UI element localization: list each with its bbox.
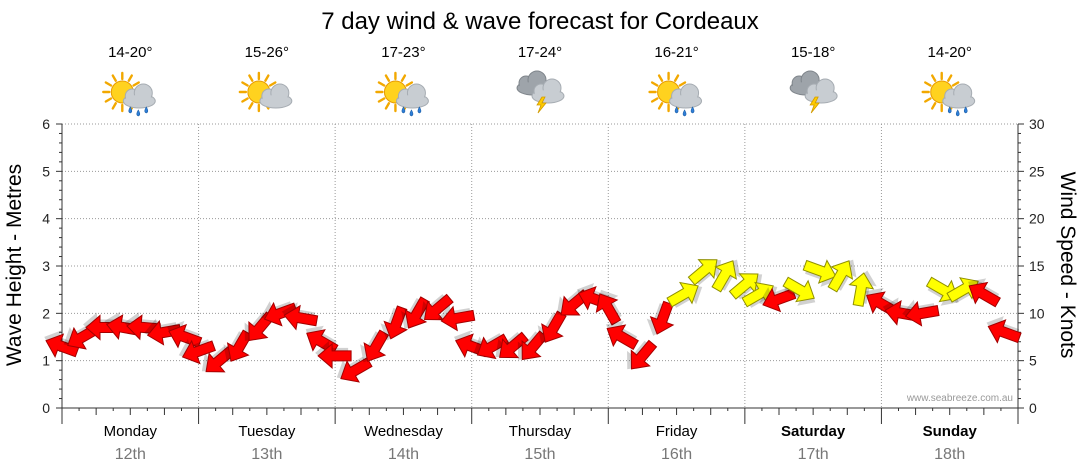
y2-tick-label: 25 <box>1029 163 1045 179</box>
rain-icon <box>401 106 422 117</box>
wind-arrow <box>711 259 741 293</box>
temperature-label: 15-18° <box>791 44 835 61</box>
wind-arrow <box>178 339 216 365</box>
rain-icon <box>947 106 968 117</box>
weather-icon <box>516 70 565 114</box>
day-date-label: 17th <box>798 446 829 463</box>
axes: 0 1 2 3 4 5 6 0 5 10 15 20 25 30 <box>42 116 1045 424</box>
day-name-label: Friday <box>656 423 698 440</box>
wind-arrow <box>848 270 877 307</box>
wind-arrow <box>827 259 857 293</box>
wind-arrow <box>495 331 529 359</box>
weather-icon <box>375 71 429 117</box>
wind-arrow <box>606 321 639 351</box>
wind-arrow <box>360 329 390 363</box>
y-tick-label: 6 <box>42 116 50 132</box>
y2-tick-label: 0 <box>1029 400 1037 416</box>
day-name-label: Saturday <box>781 423 846 440</box>
day-date-label: 18th <box>934 446 965 463</box>
wind-arrow <box>144 318 182 346</box>
day-date-label: 15th <box>524 446 555 463</box>
wind-arrow <box>437 304 476 332</box>
wind-arrow <box>986 316 1022 344</box>
wind-arrow <box>759 287 797 313</box>
cloud-icon <box>395 83 429 109</box>
chart-title: 7 day wind & wave forecast for Cordeaux <box>321 8 759 35</box>
day-labels: Monday 12th Tuesday 13th Wednesday 14th Thursd… <box>104 423 978 463</box>
y2-tick-label: 10 <box>1029 305 1045 321</box>
wind-arrow <box>380 305 409 341</box>
cloud-icon <box>122 83 156 109</box>
cloud-icon <box>942 83 976 109</box>
wind-arrow <box>336 356 373 383</box>
weather-row: 14-20° 15-26° 17-23° 17-24° 16-21° 15-18° 14-2… <box>102 44 976 117</box>
wind-arrow <box>595 289 622 326</box>
watermark: www.seabreeze.com.au <box>906 393 1013 404</box>
day-name-label: Wednesday <box>364 423 443 440</box>
weather-icon <box>648 71 703 117</box>
wind-arrow <box>902 299 940 327</box>
y-axis-label: Wave Height - Metres <box>3 164 26 366</box>
day-name-label: Sunday <box>923 423 978 440</box>
y-tick-label: 2 <box>42 305 50 321</box>
lightning-icon <box>809 96 820 114</box>
wind-arrow <box>687 259 722 286</box>
wind-arrow <box>260 301 298 327</box>
wind-arrow <box>782 276 816 306</box>
wind-arrow <box>646 300 675 336</box>
temperature-label: 14-20° <box>108 44 152 61</box>
wind-arrow <box>666 281 703 308</box>
temperature-label: 15-26° <box>245 44 289 61</box>
y2-tick-label: 30 <box>1029 116 1045 132</box>
day-name-label: Thursday <box>509 423 572 440</box>
day-date-label: 14th <box>388 446 419 463</box>
day-name-label: Monday <box>104 423 158 440</box>
y-tick-label: 3 <box>42 258 50 274</box>
wind-arrow <box>627 339 658 370</box>
y2-tick-label: 5 <box>1029 353 1037 369</box>
weather-icon <box>102 71 156 117</box>
wind-arrow <box>315 340 352 369</box>
weather-icon <box>238 71 293 113</box>
wind-arrow <box>420 293 454 321</box>
cloud-icon <box>259 83 293 109</box>
temperature-label: 17-24° <box>518 44 562 61</box>
y2-tick-label: 15 <box>1029 258 1045 274</box>
temperature-label: 16-21° <box>654 44 698 61</box>
wind-arrow <box>517 330 549 361</box>
wind-arrow <box>968 278 1001 308</box>
y2-tick-label: 20 <box>1029 211 1045 227</box>
lightning-icon <box>536 96 547 114</box>
rain-icon <box>128 106 149 117</box>
cloud-icon <box>804 78 838 104</box>
wind-arrow <box>104 311 141 340</box>
rain-icon <box>674 106 695 117</box>
day-date-label: 13th <box>251 446 282 463</box>
temperature-label: 17-23° <box>381 44 425 61</box>
wind-arrow <box>281 302 319 331</box>
weather-icon <box>921 71 976 117</box>
wind-arrow <box>537 310 567 344</box>
day-date-label: 16th <box>661 446 692 463</box>
wind-arrow <box>223 329 253 363</box>
temperature-label: 14-20° <box>928 44 972 61</box>
wind-arrow <box>401 296 431 330</box>
day-name-label: Tuesday <box>238 423 295 440</box>
y-tick-label: 4 <box>42 211 50 227</box>
wind-arrow <box>201 345 236 373</box>
wind-arrow <box>167 320 203 349</box>
y-tick-label: 0 <box>42 400 50 416</box>
y2-axis-label: Wind Speed - Knots <box>1056 172 1079 359</box>
weather-icon <box>789 70 838 114</box>
y-tick-label: 5 <box>42 163 50 179</box>
wind-arrow <box>802 259 838 287</box>
y-tick-label: 1 <box>42 353 50 369</box>
day-date-label: 12th <box>115 446 146 463</box>
wind-series <box>44 259 1022 383</box>
cloud-icon <box>669 83 703 109</box>
wind-arrow <box>473 333 510 360</box>
